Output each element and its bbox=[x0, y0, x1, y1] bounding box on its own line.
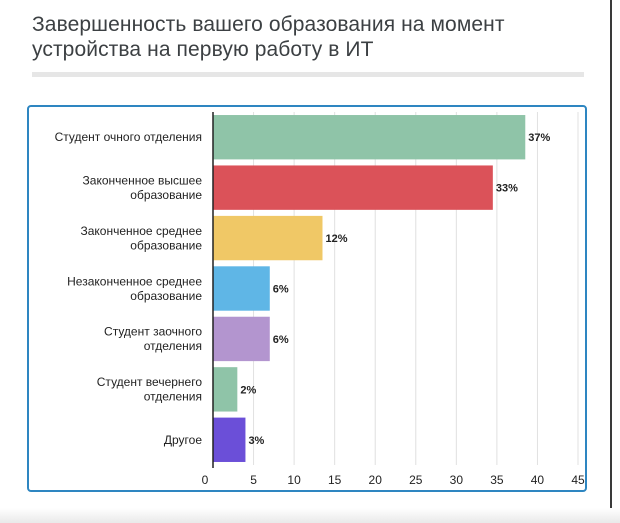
bottom-shadow bbox=[0, 508, 620, 523]
category-label: Студент вечернего bbox=[97, 375, 203, 389]
category-label: образование bbox=[130, 238, 202, 252]
data-label: 12% bbox=[326, 233, 348, 245]
data-label: 33% bbox=[496, 183, 518, 195]
bar bbox=[213, 367, 238, 412]
category-label: отделения bbox=[144, 339, 202, 353]
x-tick-label: 30 bbox=[450, 473, 464, 487]
x-tick-label: 5 bbox=[250, 473, 257, 487]
data-label: 6% bbox=[273, 284, 289, 296]
title-divider bbox=[32, 72, 584, 77]
category-label: Другое bbox=[164, 433, 202, 447]
page-title: Завершенность вашего образования на моме… bbox=[32, 13, 505, 61]
bar bbox=[213, 165, 493, 210]
category-label: образование bbox=[130, 289, 202, 303]
data-label: 6% bbox=[273, 334, 289, 346]
x-tick-label: 20 bbox=[369, 473, 383, 487]
category-label: образование bbox=[130, 188, 202, 202]
data-label: 2% bbox=[240, 384, 256, 396]
x-tick-label: 0 bbox=[202, 473, 209, 487]
x-tick-label: 35 bbox=[490, 473, 504, 487]
category-label: Незаконченное среднее bbox=[67, 274, 202, 288]
x-tick-label: 15 bbox=[328, 473, 342, 487]
category-label: Законченное высшее bbox=[83, 173, 203, 187]
x-tick-label: 25 bbox=[409, 473, 423, 487]
data-label: 37% bbox=[528, 132, 550, 144]
bar bbox=[213, 417, 246, 462]
x-tick-label: 40 bbox=[531, 473, 545, 487]
category-label: Студент заочного bbox=[104, 325, 202, 339]
data-label: 3% bbox=[248, 435, 264, 447]
category-label: Студент очного отделения bbox=[55, 130, 202, 144]
window-edge bbox=[610, 0, 612, 523]
x-tick-label: 10 bbox=[287, 473, 301, 487]
x-tick-label: 45 bbox=[571, 473, 585, 487]
bar bbox=[213, 266, 270, 311]
category-label: Законченное среднее bbox=[80, 224, 202, 238]
bar bbox=[213, 316, 270, 362]
bar bbox=[213, 215, 323, 261]
category-label: отделения bbox=[144, 390, 202, 404]
bar bbox=[213, 115, 526, 160]
